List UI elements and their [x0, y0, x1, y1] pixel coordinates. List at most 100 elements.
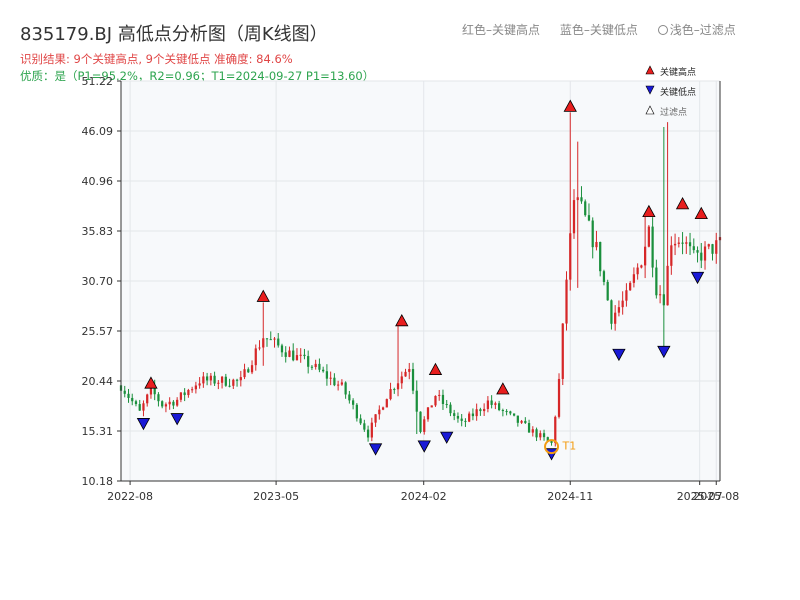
key-high-marker: [144, 376, 158, 389]
candle-body: [258, 347, 261, 349]
candle-body: [172, 401, 175, 406]
candle-body: [520, 420, 523, 423]
candle-body: [539, 433, 542, 438]
candle-body: [490, 400, 493, 405]
legend-red-high: 红色–关键高点: [462, 23, 541, 37]
candle-body: [602, 271, 606, 282]
candle-body: [217, 382, 220, 384]
candle-body: [658, 294, 662, 296]
y-tick-label: 10.18: [82, 475, 114, 488]
candle-body: [396, 383, 400, 390]
candle-body: [636, 267, 639, 275]
candle-body: [389, 389, 392, 400]
candle-body: [688, 242, 692, 247]
candle-body: [415, 390, 418, 412]
y-tick-label: 40.96: [82, 175, 114, 188]
candle-body: [127, 393, 130, 398]
candle-body: [651, 226, 654, 268]
candle-body: [670, 245, 673, 266]
candle-body: [404, 371, 407, 377]
candle-body: [584, 201, 587, 216]
key-high-marker: [428, 362, 443, 375]
candle-body: [471, 413, 475, 417]
candle-body: [516, 415, 519, 423]
candle-body: [355, 404, 358, 419]
candle-body: [715, 240, 718, 254]
candle-body: [505, 411, 508, 413]
candle-body: [565, 279, 568, 324]
candle-body: [673, 243, 677, 246]
candle-body: [228, 385, 231, 387]
candle-body: [303, 354, 306, 357]
key-low-marker: [136, 418, 151, 431]
candle-body: [557, 378, 561, 417]
plot-legend: 关键高点 关键低点 过滤点: [645, 65, 696, 118]
candle-body: [333, 377, 336, 386]
candle-body: [269, 339, 272, 341]
candle-body: [535, 429, 538, 438]
candle-body: [640, 265, 643, 268]
plot-legend-high: 关键高点: [660, 66, 696, 78]
key-low-marker: [170, 413, 184, 426]
candle-body: [464, 420, 467, 422]
candle-body: [546, 437, 549, 442]
candle-body: [254, 348, 257, 366]
candle-body: [138, 404, 141, 411]
candle-body: [247, 369, 250, 373]
candle-body: [554, 416, 557, 443]
candle-body: [595, 241, 598, 248]
candle-body: [262, 338, 265, 348]
candle-body: [449, 404, 452, 414]
legend-light-filtered: 浅色–过滤点: [669, 23, 736, 37]
candle-body: [550, 441, 553, 443]
candle-body: [131, 397, 134, 402]
candle-body: [483, 408, 486, 412]
candle-body: [265, 338, 269, 340]
candle-body: [292, 350, 295, 361]
candle-body: [295, 355, 299, 361]
candle-body: [220, 376, 224, 383]
candle-body: [164, 404, 168, 407]
result-summary: 识别结果: 9个关键高点, 9个关键低点 准确度: 84.6%: [20, 52, 293, 66]
x-tick-label: 2025-08: [693, 490, 739, 503]
candle-body: [561, 323, 564, 379]
candle-body: [209, 375, 212, 381]
candle-body: [393, 389, 396, 391]
candle-body: [299, 354, 302, 356]
candle-body: [378, 409, 381, 415]
key-high-marker: [675, 197, 690, 210]
candle-body: [146, 394, 149, 404]
candle-body: [400, 376, 403, 384]
legend-blue-low: 蓝色–关键低点: [559, 23, 638, 37]
candle-body: [606, 281, 609, 301]
candle-body: [348, 394, 351, 401]
candle-body: [176, 399, 179, 406]
candle-body: [610, 300, 613, 324]
candle-body: [411, 369, 415, 391]
page-title: 835179.BJ 高低点分析图（周K线图）: [20, 24, 328, 45]
x-tick-label: 2024-02: [401, 490, 447, 503]
candle-body: [524, 420, 527, 424]
key-high-marker: [395, 313, 409, 327]
candle-body: [307, 356, 310, 367]
candle-body: [707, 244, 710, 247]
x-tick-label: 2022-08: [107, 490, 153, 503]
candle-body: [280, 345, 284, 353]
candle-body: [647, 226, 650, 247]
candle-body: [696, 250, 699, 253]
candle-body: [430, 405, 433, 408]
candle-body: [703, 246, 707, 261]
candle-body: [426, 407, 430, 420]
candle-body: [621, 300, 624, 308]
candle-body: [501, 410, 504, 412]
candle-body: [205, 376, 209, 381]
candle-body: [385, 399, 388, 408]
candle-body: [580, 197, 583, 202]
y-tick-label: 15.31: [82, 425, 114, 438]
t1-marker: [544, 439, 560, 455]
candle-body: [408, 369, 411, 372]
candle-body: [149, 385, 153, 395]
candle-body: [434, 395, 437, 406]
candle-body: [632, 274, 636, 283]
